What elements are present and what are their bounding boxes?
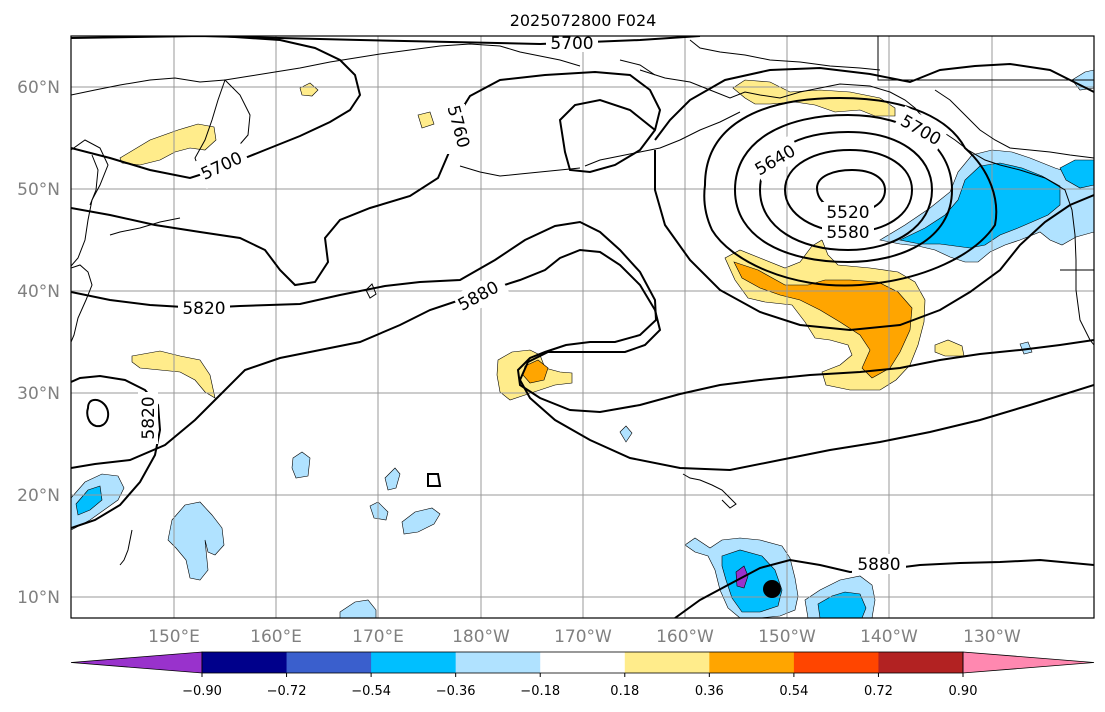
island-sw1 [365,283,377,299]
contour-label: 5880 [857,555,900,575]
lon-label: 140°W [860,627,918,647]
colorbar-tick-label: 0.36 [695,684,724,699]
anomaly-area-subtrop-3 [384,467,401,491]
anomaly-area-small-aleut [417,111,435,129]
contour-5700-north [71,36,701,46]
contour-5880 [71,248,1094,472]
coast-canada-border [877,36,1094,81]
anomaly-area-subtrop-1 [167,501,225,581]
colorbar-segment [286,652,372,673]
contour-5820-low [86,398,110,428]
anomaly-area-kamchatka [119,123,217,166]
contour-label: 5520 [826,203,869,223]
colorbar-segment [624,652,710,673]
contour-5820 [71,220,1094,414]
colorbar-outline [201,651,964,674]
lon-label: 130°W [963,627,1021,647]
anomaly-area-westpac-20n-core [75,485,103,516]
lat-label: 40°N [17,282,60,302]
anomaly-area-subtrop-4 [369,501,389,521]
anomaly-area-small-dot [619,425,633,443]
graticule [71,36,1094,618]
plot-area: 5700 5760 5700 5640 5700 5520 5580 5820 … [71,34,1094,618]
anomaly-area-subtrop-5 [401,507,441,535]
contour-5760 [71,70,662,287]
colorbar-tick-label: −0.36 [436,684,476,699]
colorbar-segment [878,652,964,673]
coast-sakhalin [89,154,99,206]
colorbar-tick-label: 0.54 [779,684,808,699]
anomaly-area-canada [1059,159,1094,189]
lat-label: 50°N [17,180,60,200]
contour-5880-south [674,558,1094,618]
lon-label: 160°W [656,627,714,647]
tropical-storm-marker [763,580,781,598]
coast-siberia [71,43,581,96]
colorbar-tick-label: 0.18 [610,684,639,699]
colorbar-segment [371,652,457,673]
contour-label: 5820 [139,396,159,439]
colorbar-tick-label: 0.90 [949,684,978,699]
colorbar-segment [455,652,541,673]
contour-low-ring-3 [758,130,934,252]
lat-label: 30°N [17,384,60,404]
colorbar-tick-label: −0.18 [520,684,560,699]
coast-okhotsk [71,139,109,267]
colorbar-tick-label: −0.54 [351,684,391,699]
coastlines [71,36,1094,566]
anomaly-area-south-1 [339,599,377,618]
lon-label: 180°W [452,627,510,647]
contour-5880-west [71,374,162,529]
colorbar-segment [540,652,626,673]
colorbar-segment [709,652,795,673]
contour-label: 5580 [826,223,869,243]
latitude-labels: 60°N 50°N 40°N 30°N 20°N 10°N [17,78,60,608]
island-hawaii [682,473,737,509]
coast-alaska-peninsula [584,111,741,167]
lon-label: 150°W [758,627,816,647]
colorbar-extend-low [70,651,203,674]
lat-label: 10°N [17,588,60,608]
colorbar-tick-label: −0.72 [267,684,307,699]
anomaly-area-small-bering [299,82,319,97]
lon-label: 160°E [250,627,302,647]
anomaly-area-westpac [131,350,216,399]
island-south [119,529,133,566]
longitude-labels: 150°E 160°E 170°E 180°W 170°W 160°W 150°… [148,627,1021,647]
contour-5820-outer [654,62,1094,141]
anomaly-area-subtrop-2 [291,451,311,479]
anomaly-area-small-east [934,339,965,357]
colorbar-segment [202,652,288,673]
colorbar-extend-high [962,651,1095,674]
colorbar-segment [793,652,879,673]
coast-chukotka [619,59,656,76]
contour-label: 5700 [550,34,593,54]
colorbar-tick-label: −0.90 [182,684,222,699]
coast-alaska-north [689,39,881,71]
lat-label: 20°N [17,486,60,506]
lon-label: 170°E [352,627,404,647]
anomaly-area-south-east-core [817,591,867,618]
island-sw2 [427,473,442,487]
contour-low-ring-4 [733,113,954,264]
contour-5880-outer [654,150,1094,332]
contour-low-ring-5700 [703,96,998,287]
contour-label: 5820 [182,299,225,319]
contour-low-ring-2 [783,148,914,234]
island-kuril [109,217,181,236]
colorbar-tick-label: 0.72 [864,684,893,699]
map-title: 2025072800 F024 [510,11,657,30]
plot-border [70,35,1095,619]
height-contours [71,36,1094,618]
colorbar: −0.90 −0.72 −0.54 −0.36 −0.18 0.18 0.36 0.54 0.7… [70,651,1095,699]
lat-label: 60°N [17,78,60,98]
lon-label: 150°E [148,627,200,647]
coast-aleutians [459,165,581,177]
coast-japan [71,264,93,343]
anomaly-area-gulf-alaska-core [899,162,1061,249]
lon-label: 170°W [554,627,612,647]
contour-5700-west [71,36,362,180]
coast-bc [934,89,1094,159]
